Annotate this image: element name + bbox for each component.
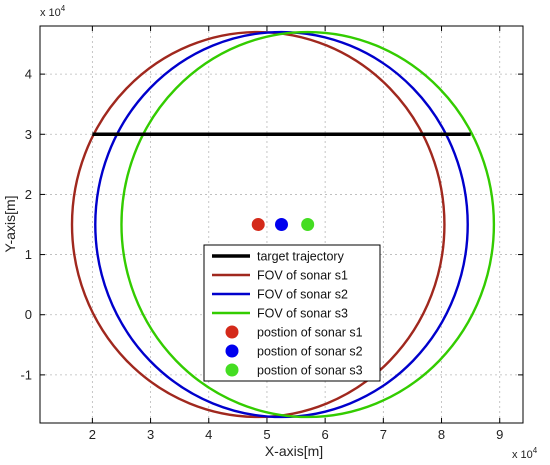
x-tick-label: 7 [380,427,387,442]
sonar-position-marker-s3 [301,218,315,231]
legend-label: FOV of sonar s3 [257,306,348,320]
y-exponent-label: x 104 [40,4,66,19]
x-exponent-label: x 104 [512,446,538,461]
plot-frame [39,25,524,424]
x-axis-title: X-axis[m] [265,443,323,459]
y-tick-label: 3 [25,127,32,142]
x-tick-label: 8 [438,427,445,442]
legend-label: FOV of sonar s2 [257,287,348,301]
legend-swatch [225,325,239,339]
legend-label: postion of sonar s2 [257,344,363,358]
y-axis-title: Y-axis[m] [2,195,18,252]
legend: target trajectory FOV of sonar s1 FOV of s… [203,244,381,382]
sonar-position-marker-s1 [251,218,265,231]
x-tick-label: 2 [89,427,96,442]
legend-label: target trajectory [257,249,345,263]
y-tick-label: -1 [20,367,32,382]
fov-circle-s2 [94,30,469,419]
y-tick-label: 2 [25,187,32,202]
x-tick-label: 9 [496,427,503,442]
ticks: 2 3 4 5 6 7 8 9 -1 0 1 2 3 4 [20,26,523,442]
y-tick-label: 4 [25,67,32,82]
legend-label: FOV of sonar s1 [257,268,348,282]
x-tick-label: 3 [147,427,154,442]
x-tick-label: 5 [263,427,270,442]
fov-circle-s3 [120,30,496,419]
legend-label: postion of sonar s3 [257,363,363,377]
fov-circle-s1 [70,30,446,419]
y-tick-label: 0 [25,307,32,322]
x-tick-label: 6 [322,427,329,442]
sonar-position-marker-s2 [275,218,288,231]
data-layer [70,30,496,419]
legend-swatch [225,344,239,358]
legend-swatch [225,363,239,377]
legend-label: postion of sonar s1 [257,325,363,339]
y-tick-label: 1 [25,247,32,262]
x-tick-label: 4 [205,427,212,442]
